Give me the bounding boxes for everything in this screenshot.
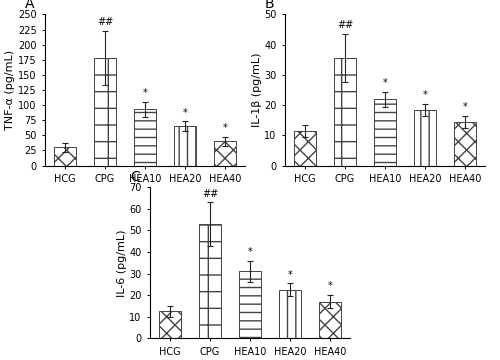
Text: ##: ## (202, 189, 218, 199)
Text: *: * (462, 102, 468, 112)
Text: *: * (142, 88, 148, 98)
Text: *: * (422, 90, 428, 100)
Text: *: * (182, 108, 188, 118)
Text: *: * (288, 270, 292, 279)
Bar (334, 58, 356, 166)
Text: *: * (382, 78, 388, 88)
Text: ##: ## (337, 20, 353, 30)
Bar (174, 126, 196, 166)
Bar (54, 148, 76, 166)
Bar (319, 302, 341, 338)
Y-axis label: TNF-α (pg/mL): TNF-α (pg/mL) (5, 50, 15, 130)
Bar (454, 122, 476, 166)
Y-axis label: IL-1β (pg/mL): IL-1β (pg/mL) (252, 53, 262, 127)
Text: B: B (265, 0, 274, 11)
Bar (279, 290, 301, 338)
Bar (239, 271, 261, 338)
Text: C: C (130, 170, 140, 184)
Bar (94, 58, 116, 166)
Text: *: * (248, 247, 252, 257)
Bar (214, 141, 236, 166)
Bar (414, 110, 436, 166)
Y-axis label: IL-6 (pg/mL): IL-6 (pg/mL) (116, 229, 126, 297)
Bar (199, 224, 221, 338)
Bar (134, 109, 156, 166)
Bar (159, 311, 181, 338)
Text: A: A (25, 0, 34, 11)
Text: *: * (222, 123, 228, 134)
Text: *: * (328, 282, 332, 292)
Bar (374, 99, 396, 166)
Text: ##: ## (97, 17, 113, 27)
Bar (294, 131, 316, 166)
